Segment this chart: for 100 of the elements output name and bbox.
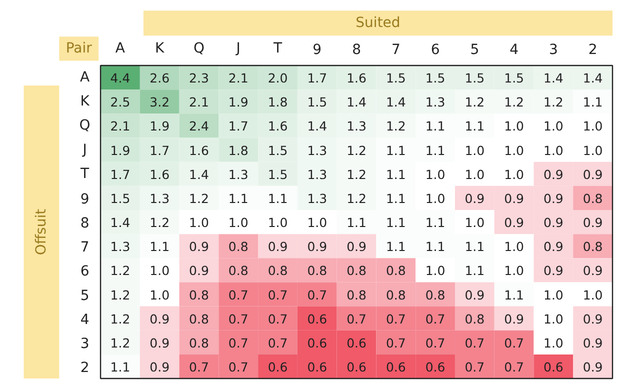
- data-label: 1.1: [110, 359, 130, 374]
- data-label: 2.3: [189, 70, 209, 86]
- x-tick-label: 6: [430, 42, 440, 58]
- data-label: 1.3: [150, 190, 170, 206]
- data-label: 3.2: [150, 94, 170, 110]
- data-label: 1.0: [543, 118, 564, 134]
- data-label: 1.4: [346, 94, 367, 110]
- y-tick-label: 4: [80, 312, 90, 328]
- data-label: 1.2: [504, 94, 524, 110]
- x-tick-label: K: [155, 40, 166, 57]
- data-label: 1.1: [386, 215, 406, 230]
- data-label: 1.6: [150, 166, 170, 182]
- data-label: 1.0: [268, 215, 288, 230]
- data-label: 1.6: [268, 118, 288, 134]
- data-label: 1.7: [228, 118, 248, 134]
- data-label: 0.8: [228, 239, 248, 254]
- data-label: 1.6: [346, 70, 367, 86]
- data-label: 0.7: [307, 287, 328, 302]
- x-tick-label: 7: [391, 42, 400, 58]
- data-label: 0.9: [189, 239, 209, 254]
- data-label: 1.0: [464, 142, 485, 158]
- data-label: 4.4: [110, 70, 130, 86]
- data-label: 0.9: [464, 287, 485, 302]
- x-tick-label: T: [272, 40, 282, 57]
- data-label: 1.1: [228, 190, 248, 206]
- data-label: 0.7: [425, 335, 446, 350]
- data-label: 0.7: [268, 335, 288, 350]
- data-label: 0.9: [504, 190, 524, 206]
- data-label: 1.3: [228, 166, 248, 182]
- x-axis-title: Suited: [356, 15, 400, 32]
- data-label: 1.0: [543, 287, 564, 302]
- data-label: 0.8: [189, 311, 209, 326]
- data-label: 1.5: [504, 70, 524, 86]
- data-label: 0.9: [582, 263, 603, 278]
- data-label: 1.2: [346, 142, 366, 158]
- data-label: 2.1: [189, 94, 209, 110]
- data-label: 1.1: [464, 118, 485, 134]
- data-label: 1.0: [464, 166, 485, 182]
- data-label: 0.9: [582, 335, 603, 350]
- data-label: 1.2: [346, 166, 366, 182]
- data-label: 2.4: [189, 118, 209, 134]
- data-label: 0.8: [307, 263, 328, 278]
- data-label: 0.9: [504, 311, 524, 326]
- data-label: 1.5: [268, 142, 288, 158]
- data-label: 1.1: [386, 166, 406, 182]
- data-label: 0.6: [307, 335, 328, 350]
- data-label: 1.5: [110, 190, 130, 206]
- data-label: 0.9: [582, 166, 603, 182]
- data-label: 1.1: [464, 239, 485, 254]
- data-label: 0.9: [464, 190, 485, 206]
- data-label: 0.7: [268, 287, 288, 302]
- data-label: 0.7: [464, 335, 485, 350]
- y-tick-label: 5: [80, 288, 90, 304]
- data-label: 0.6: [307, 311, 328, 326]
- data-label: 1.2: [150, 215, 170, 230]
- data-label: 0.8: [228, 263, 248, 278]
- data-label: 1.5: [425, 70, 446, 86]
- data-label: 1.3: [425, 94, 446, 110]
- data-label: 0.9: [189, 263, 209, 278]
- data-label: 0.9: [543, 239, 564, 254]
- data-label: 1.2: [110, 311, 130, 326]
- data-label: 1.0: [543, 311, 564, 326]
- data-label: 1.3: [307, 190, 328, 206]
- y-tick-label: A: [80, 70, 90, 86]
- data-label: 1.0: [582, 118, 603, 134]
- data-label: 1.5: [464, 70, 485, 86]
- data-label: 0.8: [386, 287, 406, 302]
- data-label: 1.7: [110, 166, 130, 182]
- data-label: 1.1: [504, 287, 524, 302]
- data-label: 2.1: [228, 70, 248, 86]
- data-label: 1.1: [425, 215, 446, 230]
- data-label: 1.9: [150, 118, 170, 134]
- data-label: 0.9: [504, 215, 524, 230]
- data-label: 1.1: [425, 142, 446, 158]
- y-tick-label: 2: [80, 360, 90, 376]
- data-label: 1.8: [268, 94, 288, 110]
- data-label: 1.1: [386, 190, 406, 206]
- data-label: 0.7: [504, 335, 524, 350]
- data-label: 1.0: [504, 263, 524, 278]
- data-label: 1.5: [386, 70, 406, 86]
- data-label: 1.1: [268, 190, 288, 206]
- y-tick-label: Q: [79, 118, 90, 134]
- data-label: 0.9: [543, 190, 564, 206]
- data-label: 1.1: [150, 239, 170, 254]
- data-label: 1.4: [386, 94, 406, 110]
- data-label: 1.0: [504, 166, 524, 182]
- data-label: 1.5: [307, 94, 328, 110]
- data-label: 1.0: [150, 263, 170, 278]
- x-tick-label: 5: [470, 42, 480, 58]
- data-label: 1.4: [110, 215, 130, 230]
- data-label: 1.3: [346, 118, 366, 134]
- data-label: 1.4: [189, 166, 209, 182]
- data-label: 0.7: [268, 311, 288, 326]
- data-label: 0.8: [582, 239, 603, 254]
- y-tick-label: 9: [80, 191, 90, 208]
- data-label: 0.8: [189, 287, 209, 302]
- data-label: 0.9: [150, 311, 170, 326]
- data-label: 1.3: [307, 142, 328, 158]
- data-label: 1.2: [543, 94, 564, 110]
- data-label: 0.8: [425, 287, 446, 302]
